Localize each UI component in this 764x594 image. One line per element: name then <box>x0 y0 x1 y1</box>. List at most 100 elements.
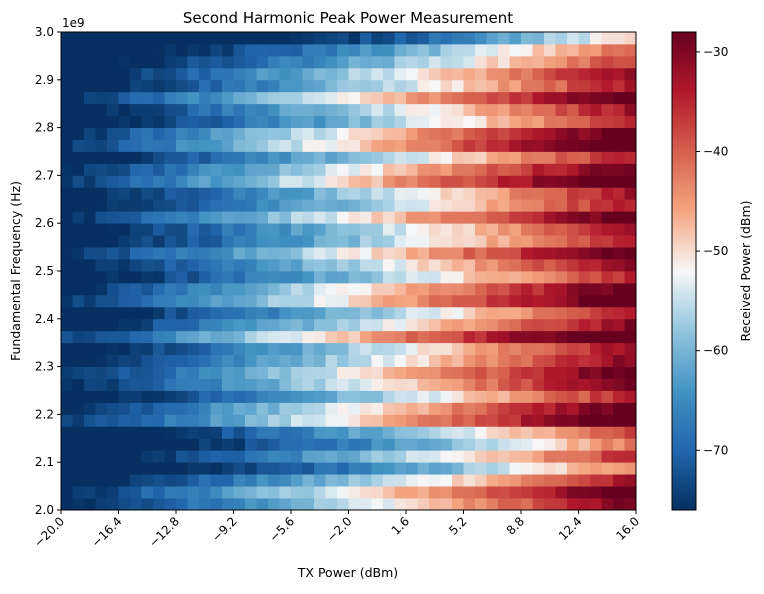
heatmap-cell <box>130 127 142 140</box>
heatmap-cell <box>268 175 280 188</box>
heatmap-cell <box>475 151 487 164</box>
heatmap-cell <box>578 235 591 248</box>
heatmap-cell <box>417 462 430 475</box>
heatmap-cell <box>601 55 614 69</box>
heatmap-cell <box>348 330 361 344</box>
heatmap-cell <box>302 127 315 140</box>
heatmap-cell <box>176 390 188 403</box>
heatmap-cell <box>613 378 625 391</box>
heatmap-cell <box>578 271 591 284</box>
heatmap-cell <box>256 151 269 164</box>
heatmap-cell <box>383 474 395 487</box>
heatmap-cell <box>314 235 326 248</box>
y-tick-label: 2.7 <box>35 168 54 182</box>
heatmap-cell <box>475 438 487 451</box>
heatmap-cell <box>417 32 430 45</box>
heatmap-cell <box>360 414 372 427</box>
heatmap-cell <box>256 175 269 188</box>
heatmap-cell <box>176 342 188 356</box>
heatmap-cell <box>601 115 614 128</box>
heatmap-cell <box>153 354 165 367</box>
heatmap-cell <box>222 474 234 487</box>
heatmap-cell <box>613 223 625 236</box>
heatmap-cell <box>176 211 188 224</box>
heatmap-cell <box>624 79 637 93</box>
heatmap-cell <box>417 426 430 439</box>
heatmap-cell <box>567 235 579 248</box>
heatmap-cell <box>291 151 303 164</box>
colorbar-tick-label: −40 <box>703 145 728 159</box>
heatmap-cell <box>141 450 154 463</box>
heatmap-cell <box>245 91 257 105</box>
heatmap-cell <box>222 306 234 320</box>
heatmap-cell <box>337 223 349 236</box>
heatmap-cell <box>360 378 372 391</box>
heatmap-cell <box>291 474 303 487</box>
heatmap-cell <box>613 438 625 451</box>
heatmap-cell <box>555 354 568 367</box>
heatmap-cell <box>371 163 384 176</box>
heatmap-cell <box>544 259 556 272</box>
x-tick-label: −12.8 <box>146 514 182 550</box>
heatmap-cell <box>337 342 349 356</box>
heatmap-cell <box>440 79 453 93</box>
heatmap-cell <box>394 354 407 367</box>
heatmap-cell <box>567 115 579 128</box>
heatmap-cell <box>578 103 591 117</box>
heatmap-cell <box>463 366 476 379</box>
heatmap-cell <box>95 402 108 415</box>
heatmap-cell <box>72 115 85 128</box>
heatmap-cell <box>84 115 96 128</box>
heatmap-cell <box>245 354 257 367</box>
heatmap-cell <box>130 43 142 57</box>
heatmap-cell <box>463 32 476 45</box>
heatmap-cell <box>406 390 418 403</box>
heatmap-cell <box>417 306 430 320</box>
heatmap-cell <box>268 462 280 475</box>
heatmap-cell <box>475 32 487 45</box>
heatmap-cell <box>463 318 476 332</box>
heatmap-cell <box>107 175 119 188</box>
heatmap-cell <box>394 306 407 320</box>
heatmap-cell <box>348 474 361 487</box>
heatmap-cell <box>72 474 85 487</box>
heatmap-cell <box>245 235 257 248</box>
heatmap-cell <box>440 282 453 296</box>
heatmap-cell <box>406 414 418 427</box>
heatmap-cell <box>210 32 223 45</box>
heatmap-cell <box>245 366 257 379</box>
heatmap-cell <box>164 55 177 69</box>
heatmap-cell <box>613 259 625 272</box>
heatmap-cell <box>590 414 602 427</box>
heatmap-cell <box>95 43 108 57</box>
heatmap-cell <box>509 306 522 320</box>
heatmap-cell <box>360 139 372 152</box>
heatmap-cell <box>498 330 510 344</box>
heatmap-cell <box>486 271 499 284</box>
heatmap-cell <box>521 235 533 248</box>
heatmap-cell <box>141 426 154 439</box>
heatmap-cell <box>590 330 602 344</box>
heatmap-cell <box>475 79 487 93</box>
heatmap-cell <box>187 175 200 188</box>
heatmap-cell <box>532 282 545 296</box>
heatmap-cell <box>590 438 602 451</box>
heatmap-cell <box>417 115 430 128</box>
heatmap-cell <box>256 498 269 511</box>
heatmap-cell <box>325 115 338 128</box>
heatmap-cell <box>383 199 395 212</box>
heatmap-cell <box>176 330 188 344</box>
heatmap-cell <box>521 139 533 152</box>
heatmap-cell <box>337 115 349 128</box>
heatmap-cell <box>130 474 142 487</box>
heatmap-cell <box>84 139 96 152</box>
heatmap-cell <box>601 175 614 188</box>
heatmap-cell <box>302 79 315 93</box>
heatmap-cell <box>475 354 487 367</box>
heatmap-cell <box>498 43 510 57</box>
heatmap-cell <box>325 103 338 117</box>
heatmap-cell <box>578 127 591 140</box>
heatmap-cell <box>567 211 579 224</box>
heatmap-cell <box>164 151 177 164</box>
heatmap-cell <box>141 247 154 260</box>
